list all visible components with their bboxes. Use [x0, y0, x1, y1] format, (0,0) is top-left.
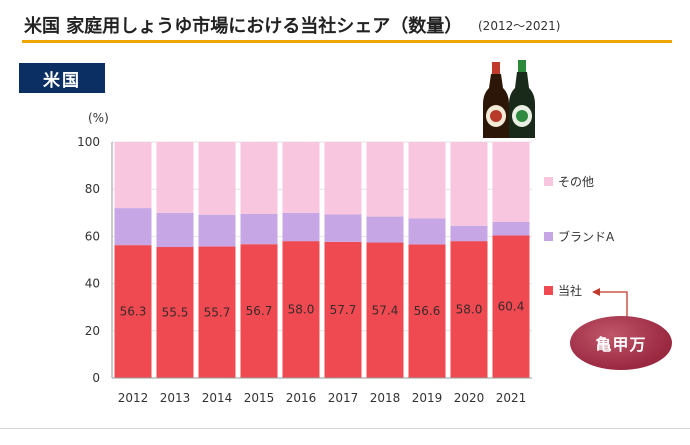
bar-segment — [492, 142, 530, 222]
bar-segment — [282, 212, 320, 242]
bar-segment — [492, 221, 530, 236]
divider — [0, 428, 690, 429]
bar-segment — [114, 245, 152, 378]
bar-segment — [408, 218, 446, 245]
y-tick-label: 20 — [85, 324, 100, 338]
legend-label: 当社 — [558, 283, 582, 298]
bar-segment — [156, 142, 194, 213]
x-tick-label: 2012 — [118, 391, 149, 405]
page-title: 米国 家庭用しょうゆ市場における当社シェア（数量） — [24, 16, 463, 37]
annotation-arrow — [592, 288, 628, 318]
bar-segment — [366, 242, 404, 378]
x-tick-label: 2013 — [160, 391, 191, 405]
x-tick-label: 2019 — [412, 391, 443, 405]
bar-segment — [450, 142, 488, 226]
bar-segment — [156, 247, 194, 378]
legend-label: ブランドA — [558, 229, 615, 244]
bar-segment — [324, 214, 362, 242]
bar-segment — [240, 244, 278, 378]
x-tick-label: 2020 — [454, 391, 485, 405]
data-label: 55.5 — [162, 306, 189, 320]
y-tick-label: 60 — [85, 229, 100, 243]
x-tick-label: 2017 — [328, 391, 359, 405]
bar-segment — [324, 142, 362, 215]
legend-swatch — [544, 232, 553, 241]
legend: 当社 ブランドA その他 — [544, 175, 615, 298]
bar-segment — [198, 214, 236, 247]
y-axis-label: (%) — [88, 111, 109, 125]
bar-segment — [282, 142, 320, 213]
x-tick-label: 2018 — [370, 391, 401, 405]
y-tick-label: 80 — [85, 182, 100, 196]
data-label: 60.4 — [498, 300, 525, 314]
bar-segment — [114, 142, 152, 209]
soy-sauce-bottles-icon — [483, 60, 535, 138]
x-tick-label: 2015 — [244, 391, 275, 405]
bottle-right — [509, 60, 535, 138]
data-label: 57.4 — [372, 303, 399, 317]
bar-segment — [450, 241, 488, 378]
y-axis: 0 20 40 60 80 100 — [77, 135, 532, 385]
bar-segment — [366, 142, 404, 217]
data-label: 58.0 — [288, 303, 315, 317]
y-tick-label: 100 — [77, 135, 100, 149]
data-label: 56.7 — [246, 304, 273, 318]
x-axis: 2012 2013 2014 2015 2016 2017 2018 2019 2020 2021 — [118, 391, 527, 405]
bar-segment — [198, 142, 236, 215]
x-tick-label: 2016 — [286, 391, 317, 405]
y-tick-label: 0 — [92, 371, 100, 385]
bar-segment — [450, 225, 488, 242]
data-label: 57.7 — [330, 303, 357, 317]
bar-segment — [240, 213, 278, 245]
bar-segment — [240, 142, 278, 214]
legend-swatch — [544, 177, 553, 186]
data-label: 56.3 — [120, 305, 147, 319]
legend-swatch — [544, 286, 553, 295]
bar-segment — [408, 142, 446, 219]
legend-label: その他 — [558, 175, 594, 189]
bar-segment — [366, 216, 404, 243]
title-bar: 米国 家庭用しょうゆ市場における当社シェア（数量） (2012～2021) — [22, 8, 672, 43]
bar-segment — [156, 212, 194, 248]
bottle-left — [483, 62, 509, 138]
bar-segment — [408, 244, 446, 378]
region-badge: 米国 — [19, 63, 105, 93]
bar-segment — [324, 241, 362, 378]
bar-segment — [114, 208, 152, 246]
bar-segment — [492, 235, 530, 378]
x-tick-label: 2021 — [496, 391, 527, 405]
bar-segment — [282, 241, 320, 378]
bar-segment — [198, 246, 236, 378]
data-label: 56.6 — [414, 304, 441, 318]
y-tick-label: 40 — [85, 277, 100, 291]
bars: 56.3 55.5 55.7 56.7 58.0 57.7 57.4 56.6 58.0 60.4 — [114, 142, 530, 378]
data-label: 55.7 — [204, 305, 231, 319]
brand-name-tag: 亀甲万 — [570, 316, 672, 370]
page-period: (2012～2021) — [478, 19, 561, 33]
x-tick-label: 2014 — [202, 391, 233, 405]
data-label: 58.0 — [456, 303, 483, 317]
